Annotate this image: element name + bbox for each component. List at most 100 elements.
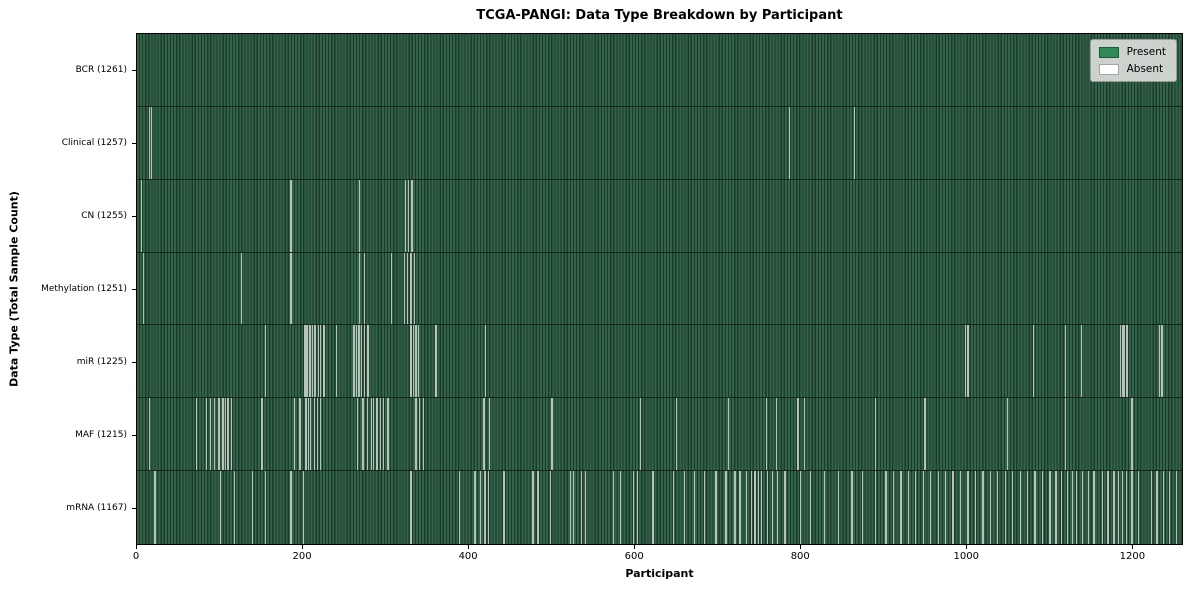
absent-mark (366, 398, 368, 471)
heatmap-row-methylation (137, 252, 1182, 326)
absent-mark (1158, 325, 1161, 398)
y-tick-label: miR (1225) (76, 357, 127, 368)
absent-mark (413, 252, 416, 325)
absent-mark (148, 398, 150, 471)
absent-mark (892, 471, 895, 544)
absent-mark (316, 398, 319, 471)
absent-mark (422, 398, 425, 471)
absent-mark (751, 471, 753, 544)
absent-mark (219, 471, 222, 544)
absent-mark (290, 179, 292, 252)
absent-mark (376, 398, 378, 471)
absent-mark (930, 471, 932, 544)
absent-mark (417, 325, 420, 398)
absent-mark (982, 471, 984, 544)
absent-mark (746, 471, 748, 544)
absent-mark (362, 398, 364, 471)
absent-mark (862, 471, 864, 544)
absent-mark (305, 325, 307, 398)
absent-mark (290, 471, 292, 544)
y-tick (132, 289, 136, 290)
absent-mark (569, 471, 571, 544)
absent-mark (415, 398, 417, 471)
x-axis-label: Participant (625, 567, 694, 580)
legend: Present Absent (1089, 39, 1177, 82)
absent-mark (727, 398, 730, 471)
legend-item-present: Present (1098, 46, 1166, 58)
absent-mark (315, 325, 317, 398)
absent-mark (823, 471, 826, 544)
absent-mark (776, 471, 779, 544)
x-tick (136, 545, 137, 549)
absent-mark (652, 471, 654, 544)
absent-mark (335, 325, 338, 398)
absent-mark (1093, 471, 1095, 544)
absent-mark (1087, 471, 1089, 544)
absent-mark (483, 398, 485, 471)
absent-mark (1122, 325, 1124, 398)
absent-mark (734, 471, 736, 544)
absent-mark (1007, 398, 1009, 471)
absent-mark (1071, 471, 1074, 544)
heatmap-row-maf (137, 398, 1182, 472)
x-tick (966, 545, 968, 549)
absent-mark (797, 398, 799, 471)
x-tick (800, 545, 802, 549)
absent-mark (435, 325, 437, 398)
absent-mark (503, 471, 505, 544)
absent-mark (989, 471, 992, 544)
absent-mark (572, 471, 575, 544)
heatmap-row-mrna (137, 471, 1182, 544)
absent-mark (1161, 325, 1163, 398)
x-tick-label: 400 (458, 551, 478, 562)
absent-mark (675, 398, 677, 471)
y-tick-label: CN (1255) (81, 210, 127, 221)
absent-mark (480, 471, 482, 544)
absent-mark (214, 398, 216, 471)
absent-mark (151, 106, 153, 179)
absent-mark (359, 252, 361, 325)
absent-mark (789, 106, 791, 179)
y-tick (132, 362, 136, 364)
absent-mark (487, 471, 489, 544)
absent-mark (620, 471, 622, 544)
absent-mark (307, 398, 309, 471)
x-tick-label: 1200 (1119, 551, 1146, 562)
absent-mark (1138, 471, 1140, 544)
absent-mark (290, 252, 292, 325)
absent-mark (693, 471, 696, 544)
absent-mark (1107, 471, 1109, 544)
absent-mark (853, 106, 856, 179)
x-tick-label: 0 (132, 551, 140, 562)
absent-mark (383, 398, 385, 471)
absent-mark (944, 471, 947, 544)
absent-mark (359, 179, 361, 252)
x-tick-label: 600 (624, 551, 644, 562)
absent-mark (974, 471, 977, 544)
absent-mark (358, 325, 360, 398)
heatmap-row-clinical (137, 106, 1182, 180)
absent-mark (293, 398, 295, 471)
absent-mark (757, 471, 759, 544)
absent-mark (1004, 471, 1006, 544)
absent-mark (355, 325, 358, 398)
absent-mark (804, 398, 806, 471)
absent-mark (458, 471, 460, 544)
absent-mark (313, 398, 315, 471)
absent-mark (551, 398, 553, 471)
legend-swatch-absent (1098, 63, 1119, 75)
absent-mark (1027, 471, 1029, 544)
plot-area: Present Absent (136, 33, 1183, 545)
y-tick (132, 508, 136, 510)
absent-mark (390, 252, 392, 325)
absent-mark (1049, 471, 1051, 544)
absent-mark (809, 471, 812, 544)
absent-mark (141, 179, 143, 252)
absent-mark (367, 325, 369, 398)
absent-mark (411, 179, 413, 252)
absent-mark (227, 398, 229, 471)
absent-mark (771, 471, 774, 544)
absent-mark (403, 252, 406, 325)
x-tick-label: 800 (790, 551, 810, 562)
absent-mark (484, 471, 486, 544)
